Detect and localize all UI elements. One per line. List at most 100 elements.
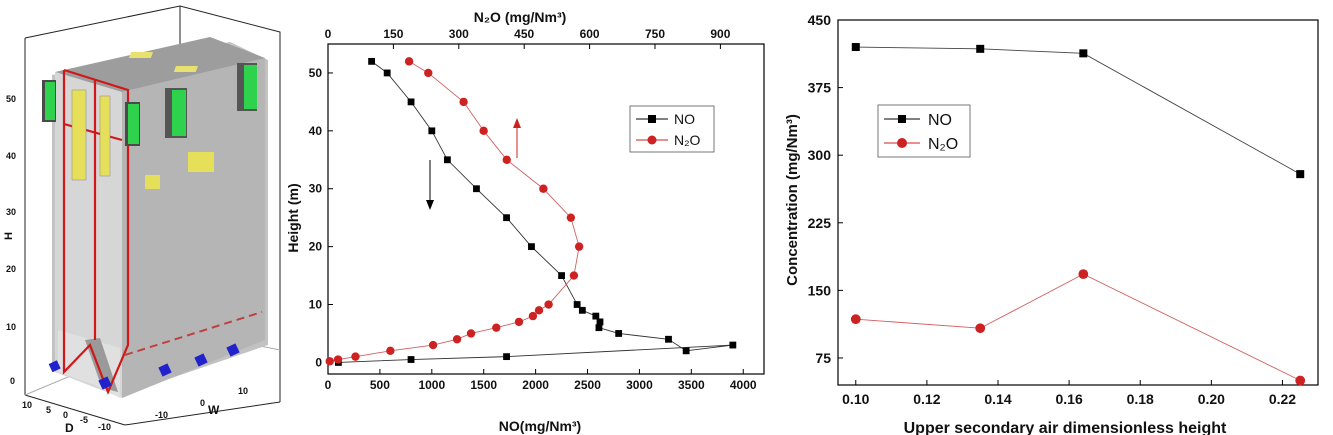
blue-nozzles — [48, 343, 240, 390]
vertical-tick: 0 — [10, 376, 15, 386]
depth-tick: -10 — [98, 422, 111, 432]
depth-tick: -5 — [80, 415, 88, 425]
no-data-point — [503, 353, 510, 361]
n2o-data-point — [428, 340, 438, 350]
no-data-point — [383, 69, 391, 77]
no-data-point — [1296, 170, 1305, 179]
n2o-data-point — [528, 311, 538, 321]
concentration-chart: 0.10 0.12 0.14 0.16 0.18 0.20 0.22 75 150 225 300 3… — [808, 12, 1319, 407]
depth-axis-label: D — [65, 421, 74, 435]
vertical-tick: 10 — [6, 322, 16, 332]
trend-arrow-up-head — [513, 118, 521, 128]
legend-no-label: NO — [674, 111, 695, 127]
n2o-data-point — [351, 352, 360, 361]
x2-tick-label: 600 — [580, 27, 600, 41]
no-data-point — [615, 330, 623, 337]
n2o-data-point — [424, 68, 433, 78]
no-data-point — [407, 356, 415, 363]
x-tick-label: 500 — [370, 378, 390, 392]
panel-c-legend: NO N₂O — [877, 104, 971, 158]
y-tick-label: 75 — [815, 350, 831, 366]
y-tick-label: 40 — [309, 124, 323, 138]
no-data-point — [592, 312, 600, 320]
y-tick-label: 300 — [808, 147, 832, 163]
green-port — [45, 82, 55, 120]
no-data-point — [573, 301, 581, 308]
furnace-3d-panel: 0 10 20 30 40 50 H 10 5 0 -5 -10 D -10 0… — [3, 5, 281, 435]
x2-tick-label: 750 — [645, 27, 665, 41]
panel-c-y-axis-title: Concentration (mg/Nm³) — [784, 114, 801, 286]
yellow-panel — [99, 95, 111, 177]
n2o-data-point — [569, 271, 579, 280]
n2o-data-point — [544, 300, 553, 309]
x-tick-label: 2500 — [574, 378, 601, 392]
panel-b-legend: NO N₂O — [629, 105, 715, 153]
x2-tick-label: 900 — [710, 27, 730, 41]
x-tick-label: 0.10 — [842, 391, 869, 407]
n2o-data-point — [975, 323, 986, 334]
n2o-data-point — [386, 346, 395, 356]
yellow-panel — [188, 152, 214, 172]
n2o-data-point — [333, 355, 343, 364]
no-data-point — [368, 57, 375, 65]
vertical-tick: 50 — [6, 94, 16, 104]
series-line-n2o — [855, 273, 1301, 381]
width-axis-label: W — [208, 403, 220, 417]
legend-n2o-marker — [647, 135, 657, 145]
depth-tick: 0 — [63, 410, 68, 420]
no-data-point — [528, 243, 535, 251]
no-data-point — [1079, 49, 1088, 58]
n2o-data-point — [850, 314, 861, 325]
y-tick-label: 20 — [309, 240, 323, 254]
no-data-point — [596, 318, 604, 326]
n2o-data-point — [479, 126, 488, 136]
vertical-axis-label: H — [3, 232, 15, 240]
n2o-data-point — [466, 329, 476, 338]
y-tick-label: 50 — [309, 66, 323, 80]
no-data-point — [682, 347, 690, 355]
y-tick-label: 375 — [808, 80, 832, 96]
x-tick-label: 1000 — [418, 378, 445, 392]
legend-no-marker — [898, 115, 906, 123]
vertical-tick: 30 — [6, 207, 16, 217]
green-port — [128, 104, 139, 144]
top-vent — [173, 66, 198, 72]
y-tick-label: 225 — [808, 215, 832, 231]
furnace-right-face — [122, 58, 265, 398]
y-tick-label: 30 — [309, 182, 323, 196]
series-line-no — [855, 46, 1301, 175]
trend-arrow-down-head — [426, 200, 434, 210]
bottom-dash — [124, 311, 263, 356]
x2-tick-label: 450 — [514, 27, 534, 41]
plot-frame — [327, 43, 765, 375]
x-tick-label: 0.22 — [1269, 391, 1296, 407]
x2-tick-label: 300 — [449, 27, 469, 41]
n2o-data-point — [452, 335, 462, 344]
yellow-panel — [145, 175, 160, 189]
legend-n2o-label: N₂O — [928, 136, 958, 153]
n2o-data-point — [492, 323, 501, 332]
x-tick-label: 4000 — [730, 378, 757, 392]
n2o-data-point — [534, 306, 544, 315]
width-axis: -10 0 10 W — [155, 386, 248, 420]
n2o-data-point — [404, 57, 414, 66]
yellow-panel — [71, 89, 87, 181]
x2-tick-label: 150 — [383, 27, 403, 41]
no-data-point — [578, 306, 586, 314]
n2o-data-point — [574, 242, 584, 251]
n2o-data-point — [325, 357, 334, 366]
width-tick: -10 — [155, 410, 168, 420]
n2o-data-point — [566, 213, 576, 222]
no-data-point — [443, 156, 451, 164]
legend-box — [629, 105, 715, 153]
panel-b-bottom-axis-title: NO(mg/Nm³) — [499, 418, 581, 434]
depth-tick: 5 — [46, 405, 51, 415]
no-data-point — [473, 185, 480, 193]
vertical-tick: 20 — [6, 264, 16, 274]
width-tick: 10 — [238, 386, 248, 396]
x-tick-label: 2000 — [522, 378, 549, 392]
x-tick-label: 0.20 — [1198, 391, 1225, 407]
x-tick-label: 3000 — [626, 378, 653, 392]
